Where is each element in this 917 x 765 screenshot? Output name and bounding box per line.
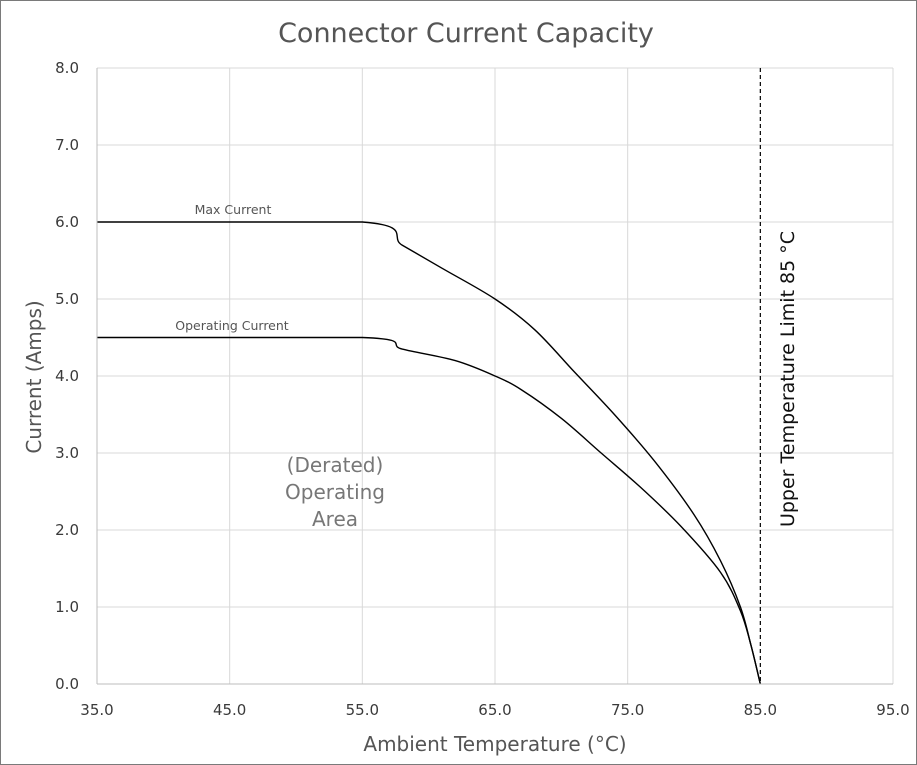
area-label-line-3: Area bbox=[312, 507, 358, 531]
series-label-max-current: Max Current bbox=[195, 202, 272, 217]
x-axis-title: Ambient Temperature (°C) bbox=[363, 732, 626, 756]
x-tick-label: 95.0 bbox=[876, 701, 909, 719]
x-tick-label: 55.0 bbox=[346, 701, 379, 719]
y-tick-label: 0.0 bbox=[55, 675, 79, 693]
x-tick-label: 75.0 bbox=[611, 701, 644, 719]
y-tick-label: 7.0 bbox=[55, 136, 79, 154]
x-tick-label: 45.0 bbox=[213, 701, 246, 719]
y-tick-label: 1.0 bbox=[55, 598, 79, 616]
series-line-max-current bbox=[97, 221, 762, 685]
y-tick-label: 8.0 bbox=[55, 59, 79, 77]
y-tick-label: 5.0 bbox=[55, 290, 79, 308]
series-layer bbox=[97, 221, 762, 685]
upper-temperature-limit-label: Upper Temperature Limit 85 °C bbox=[777, 231, 799, 527]
area-label-line-1: (Derated) bbox=[287, 453, 384, 477]
y-tick-label: 2.0 bbox=[55, 521, 79, 539]
x-tick-label: 35.0 bbox=[80, 701, 113, 719]
y-tick-label: 4.0 bbox=[55, 367, 79, 385]
x-tick-label: 65.0 bbox=[478, 701, 511, 719]
axis-layer: 0.0 1.0 2.0 3.0 4.0 5.0 6.0 7.0 8.0 35.0 45.0 55.0 6… bbox=[55, 59, 910, 719]
chart-title: Connector Current Capacity bbox=[278, 18, 654, 49]
x-tick-label: 85.0 bbox=[744, 701, 777, 719]
area-label-line-2: Operating bbox=[285, 480, 385, 504]
y-axis-title: Current (Amps) bbox=[22, 300, 46, 453]
series-line-operating-current bbox=[97, 336, 762, 685]
series-label-operating-current: Operating Current bbox=[175, 318, 289, 333]
y-tick-label: 6.0 bbox=[55, 213, 79, 231]
y-tick-label: 3.0 bbox=[55, 444, 79, 462]
